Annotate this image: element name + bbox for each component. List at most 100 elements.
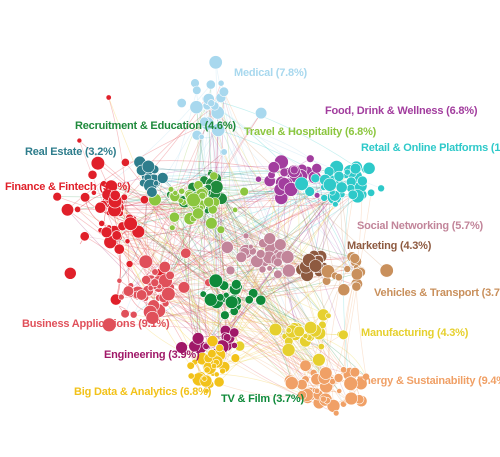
network-node-energy [344,391,358,406]
network-node-retail [332,201,339,208]
network-node-finance [105,94,112,101]
network-node-bigdata [201,375,208,382]
network-node-manufacturing [302,333,309,339]
network-edge [298,178,320,334]
network-edge [174,105,208,194]
network-node-tvfilm [225,295,239,309]
network-node-medical [217,79,225,87]
network-edge [118,207,306,337]
cluster-label-business: Business Applications (9.1%) [22,318,170,330]
network-node-bigdata [203,366,211,374]
network-node-finance [79,231,90,242]
network-edge [260,256,353,301]
network-node-social [266,265,273,272]
cluster-label-finance: Finance & Fintech (9.6%) [5,181,131,193]
network-node-energy [319,395,327,403]
network-edge [222,345,322,372]
network-edge [119,200,181,281]
network-node-social [274,238,287,251]
network-node-tvfilm [244,295,254,305]
network-edge [154,199,241,347]
network-edge [158,181,352,288]
network-edge [183,202,245,253]
network-node-travel [239,186,249,197]
network-node-vehicles [379,263,394,278]
network-node-manufacturing [317,343,325,351]
network-node-social [258,265,267,274]
network-node-tvfilm [220,310,230,320]
cluster-label-marketing: Marketing (4.3%) [347,240,432,252]
network-node-manufacturing [312,353,326,367]
network-node-realestate [153,180,160,187]
network-edge [129,218,214,365]
network-edge [79,140,311,328]
network-node-food [313,192,321,199]
network-edge [170,189,306,342]
network-node-vehicles [343,265,352,273]
network-node-business [120,309,130,319]
network-node-finance [98,219,106,227]
network-node-tvfilm [216,293,225,302]
network-edge [207,105,308,398]
network-node-business [158,260,171,273]
network-node-medical [218,86,229,97]
network-node-finance [64,266,77,280]
network-node-travel [203,196,215,208]
network-node-social [235,251,248,263]
network-node-retail [322,177,337,192]
network-node-finance [109,189,121,201]
network-node-tvfilm [199,290,207,298]
network-node-finance [121,157,130,167]
network-edge [215,129,223,347]
cluster-label-energy: Energy & Sustainability (9.4%) [357,375,500,387]
network-edge [245,197,325,237]
network-node-travel [178,187,186,195]
network-node-energy [336,388,343,394]
network-edge [225,195,336,337]
network-node-bigdata [215,343,224,353]
network-node-vehicles [334,273,343,282]
network-node-engineering [202,342,210,350]
network-node-energy [343,376,358,391]
network-node-business [165,270,175,281]
network-node-travel [172,190,179,196]
network-node-business [129,310,138,319]
network-node-travel [169,224,176,231]
network-edge [207,192,314,374]
cluster-label-vehicles: Vehicles & Transport (3.7%) [374,287,500,299]
network-node-bigdata [211,362,218,369]
network-node-business [161,286,176,302]
network-node-engineering [230,341,238,349]
network-node-medical [220,148,228,156]
network-node-finance [76,137,83,144]
network-node-realestate [146,186,158,198]
network-edge [208,98,322,347]
network-node-travel [232,206,239,213]
cluster-label-tvfilm: TV & Film (3.7%) [221,393,305,405]
network-edge [218,256,353,383]
network-node-retail [349,162,362,175]
network-node-engineering [175,341,188,354]
network-node-bigdata [219,367,226,375]
network-node-retail [362,161,376,175]
network-node-medical [208,55,223,70]
network-node-finance [139,195,149,205]
network-node-manufacturing [285,327,292,334]
network-node-energy [296,390,307,401]
network-node-business [145,310,160,325]
network-edge [194,105,213,339]
network-node-manufacturing [293,325,305,338]
network-node-bigdata [186,361,195,370]
network-edge [108,97,213,342]
network-node-medical [189,100,204,115]
network-node-retail [357,175,368,187]
cluster-label-travel: Travel & Hospitality (6.8%) [244,126,377,138]
network-node-travel [167,186,175,193]
network-node-travel [192,207,204,220]
network-edge [220,97,230,230]
network-node-travel [198,191,207,200]
network-node-business [180,247,192,259]
network-node-manufacturing [281,343,296,357]
network-node-finance [74,205,82,213]
